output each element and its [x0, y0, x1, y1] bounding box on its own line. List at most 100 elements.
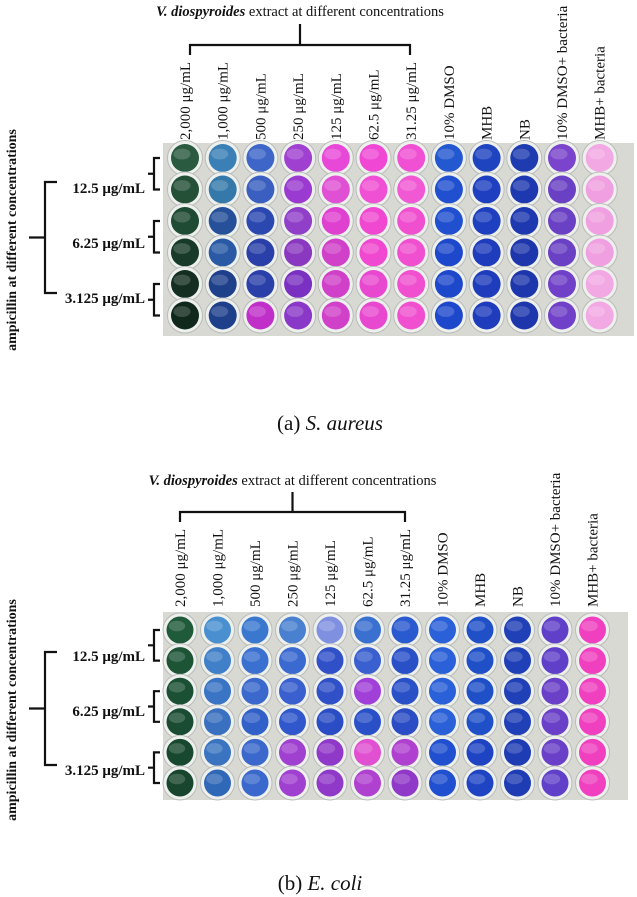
well-highlight [243, 743, 261, 754]
well [466, 708, 494, 736]
column-label: MHB+ bacteria [586, 513, 602, 607]
well [429, 708, 456, 736]
column-label: 125 μg/mL [323, 540, 339, 607]
column-label: 500 μg/mL [248, 540, 264, 607]
well [579, 647, 606, 675]
well [472, 144, 501, 172]
well [397, 270, 426, 298]
well-highlight [324, 274, 342, 286]
well [316, 647, 344, 675]
well-highlight [243, 620, 261, 632]
well [166, 677, 194, 705]
well [204, 738, 231, 766]
well [316, 677, 344, 705]
well [510, 301, 539, 330]
well-highlight [431, 620, 448, 632]
well [359, 144, 388, 172]
well [246, 238, 275, 267]
well-highlight [248, 180, 266, 191]
well-highlight [286, 243, 304, 254]
well [472, 207, 501, 235]
well [541, 677, 569, 705]
well [171, 301, 199, 330]
well-highlight [248, 211, 266, 223]
well [241, 769, 269, 797]
well-highlight [512, 243, 530, 254]
well-highlight [173, 211, 191, 223]
well-highlight [324, 306, 342, 317]
well-highlight [393, 743, 411, 754]
well-highlight [581, 743, 598, 754]
well-highlight [281, 620, 298, 632]
well-highlight [393, 651, 411, 662]
row-label: 6.25 μg/mL [72, 704, 145, 720]
well [241, 738, 269, 766]
well-highlight [543, 743, 561, 754]
well [204, 708, 231, 736]
well-highlight [588, 306, 606, 317]
species-name: V. diospyroides [149, 473, 239, 489]
well-highlight [168, 651, 186, 662]
well-highlight [588, 211, 606, 223]
well [241, 647, 269, 675]
well-highlight [324, 243, 342, 254]
well-highlight [475, 274, 493, 286]
well [585, 175, 614, 204]
well [429, 616, 456, 644]
well [241, 677, 269, 705]
well-highlight [168, 681, 186, 693]
well-highlight [550, 243, 568, 254]
well-highlight [512, 306, 530, 317]
well [391, 647, 419, 675]
well [585, 301, 614, 330]
well-highlight [211, 243, 229, 254]
well-highlight [399, 274, 417, 286]
well-highlight [168, 743, 186, 754]
well-highlight [361, 274, 380, 286]
well [548, 301, 576, 330]
well [579, 769, 606, 797]
well [208, 207, 237, 235]
column-label: 31.25 μg/mL [398, 529, 414, 607]
column-label: 10% DMSO+ bacteria [555, 5, 571, 140]
well-highlight [361, 243, 380, 254]
well-highlight [243, 773, 261, 785]
well-highlight [506, 681, 523, 693]
well-highlight [243, 651, 261, 662]
well-highlight [431, 743, 448, 754]
well [504, 738, 531, 766]
extract-title: V. diospyroides extract at different con… [149, 473, 437, 489]
well-highlight [281, 773, 298, 785]
well [204, 677, 231, 705]
well-highlight [475, 180, 493, 191]
row-label: 6.25 μg/mL [72, 236, 145, 252]
well-highlight [324, 180, 342, 191]
well [316, 708, 344, 736]
well [466, 647, 494, 675]
well-highlight [543, 712, 561, 724]
well [204, 647, 231, 675]
well-highlight [281, 743, 298, 754]
column-label: 62.5 μg/mL [367, 69, 383, 140]
well-highlight [356, 681, 373, 693]
well-highlight [173, 243, 191, 254]
well [391, 769, 419, 797]
well [171, 270, 199, 298]
well-highlight [431, 773, 448, 785]
well-highlight [581, 681, 598, 693]
well [166, 708, 194, 736]
well-highlight [248, 274, 266, 286]
column-label: MHB+ bacteria [593, 46, 609, 140]
panel-a: V. diospyroides extract at different con… [5, 4, 634, 435]
well-highlight [361, 180, 380, 191]
well-highlight [324, 211, 342, 223]
row-brace [148, 156, 160, 191]
column-label: 2,000 μg/mL [173, 529, 189, 607]
well [166, 738, 194, 766]
well [510, 238, 539, 267]
well [208, 301, 237, 330]
ampicillin-label: ampicillin at different concentrations [5, 599, 20, 821]
well-highlight [512, 148, 530, 160]
well-highlight [506, 712, 523, 724]
well [354, 708, 381, 736]
